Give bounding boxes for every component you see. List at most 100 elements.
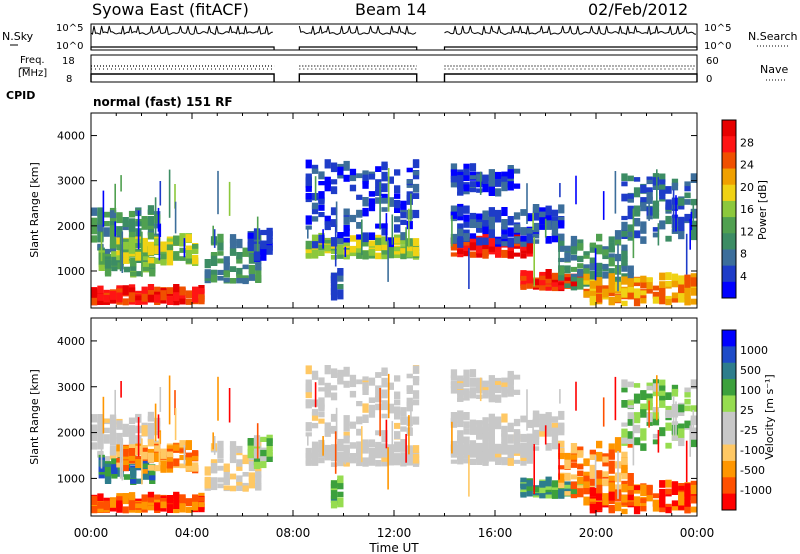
power-cell: [400, 200, 407, 210]
velocity-cell: [545, 418, 552, 429]
power-cell: [507, 216, 514, 226]
power-cell: [627, 235, 634, 241]
colorbar-tick-label: 8: [740, 248, 747, 261]
freq-left-tick-top: 18: [62, 56, 75, 67]
velocity-cell: [545, 476, 552, 487]
power-cell: [311, 249, 319, 257]
power-cell: [463, 184, 470, 192]
power-cell: [621, 193, 628, 202]
velocity-cell: [501, 433, 508, 443]
power-cell: [577, 280, 584, 290]
power-cell: [596, 233, 603, 242]
x-tick-label: 00:00: [74, 526, 109, 540]
velocity-cell: [318, 441, 325, 451]
power-cell: [330, 237, 338, 247]
velocity-cell: [589, 464, 596, 471]
power-cell: [596, 277, 603, 286]
power-cell: [217, 258, 224, 264]
power-cell: [242, 247, 249, 257]
velocity-cell: [210, 463, 218, 473]
power-cell: [564, 265, 571, 274]
velocity-streak: [685, 440, 688, 483]
velocity-cell: [103, 434, 110, 444]
velocity-cell: [229, 473, 237, 480]
noise-sky-trace: [444, 25, 697, 36]
colorbar-swatch: [722, 233, 736, 250]
velocity-cell: [671, 421, 679, 428]
velocity-streak: [154, 403, 157, 442]
velocity-cell: [614, 437, 622, 448]
velocity-cell: [558, 427, 565, 433]
velocity-cell: [652, 391, 660, 397]
velocity-cell: [400, 418, 407, 425]
power-cell: [375, 242, 382, 251]
power-cell: [217, 241, 224, 251]
velocity-cell: [266, 438, 273, 446]
power-cell: [260, 246, 267, 256]
power-cell: [103, 212, 110, 217]
power-cell: [621, 221, 628, 230]
velocity-streak: [137, 417, 140, 457]
power-cell: [142, 252, 150, 261]
power-cell: [684, 294, 691, 299]
power-streak: [648, 194, 650, 221]
power-cell: [116, 250, 123, 258]
power-cell: [558, 245, 565, 252]
power-cell: [128, 237, 136, 244]
velocity-streak: [451, 421, 453, 454]
power-cell: [400, 232, 407, 241]
power-cell: [488, 229, 495, 234]
power-cell: [236, 274, 243, 281]
velocity-cell: [349, 453, 357, 460]
velocity-cell: [545, 494, 552, 499]
power-cell: [476, 218, 483, 225]
power-cell: [223, 256, 230, 265]
power-cell: [311, 216, 319, 222]
freq-label-1: Freq.: [20, 55, 45, 66]
power-cell: [457, 249, 464, 254]
velocity-cell: [375, 385, 382, 395]
velocity-cell: [659, 427, 666, 437]
velocity-cell: [495, 445, 502, 452]
power-cell: [589, 257, 596, 264]
velocity-cell: [482, 417, 489, 428]
power-cell: [381, 183, 388, 193]
power-cell: [128, 210, 136, 218]
power-cell: [627, 224, 634, 234]
power-cell: [602, 271, 609, 279]
power-cell: [179, 256, 186, 261]
power-cell: [684, 192, 691, 199]
velocity-cell: [526, 437, 533, 447]
velocity-cell: [659, 397, 666, 406]
velocity-cell: [690, 439, 697, 448]
colorbar-swatch: [722, 120, 736, 137]
power-cell: [337, 289, 344, 300]
power-cell: [330, 207, 338, 216]
power-cell: [652, 185, 660, 190]
velocity-cell: [330, 480, 338, 489]
power-cell: [247, 234, 254, 244]
power-cell: [520, 235, 527, 242]
power-cell: [166, 238, 174, 243]
velocity-cell: [476, 452, 483, 462]
velocity-cell: [659, 495, 666, 504]
power-cell: [551, 220, 559, 229]
velocity-cell: [513, 431, 521, 440]
power-cell: [311, 205, 319, 215]
velocity-cell: [362, 382, 369, 391]
power-cell: [526, 272, 533, 279]
velocity-cell: [147, 497, 155, 503]
power-cell: [457, 177, 464, 183]
velocity-cell: [349, 374, 357, 384]
y-tick-label: 4000: [57, 335, 85, 348]
velocity-cell: [266, 452, 273, 457]
velocity-cell: [684, 387, 691, 393]
power-cell: [185, 298, 192, 305]
power-cell: [646, 289, 653, 294]
velocity-cell: [91, 496, 98, 503]
power-cell: [539, 217, 546, 225]
velocity-cell: [324, 382, 331, 391]
velocity-cell: [476, 394, 483, 399]
velocity-cell: [337, 443, 344, 452]
